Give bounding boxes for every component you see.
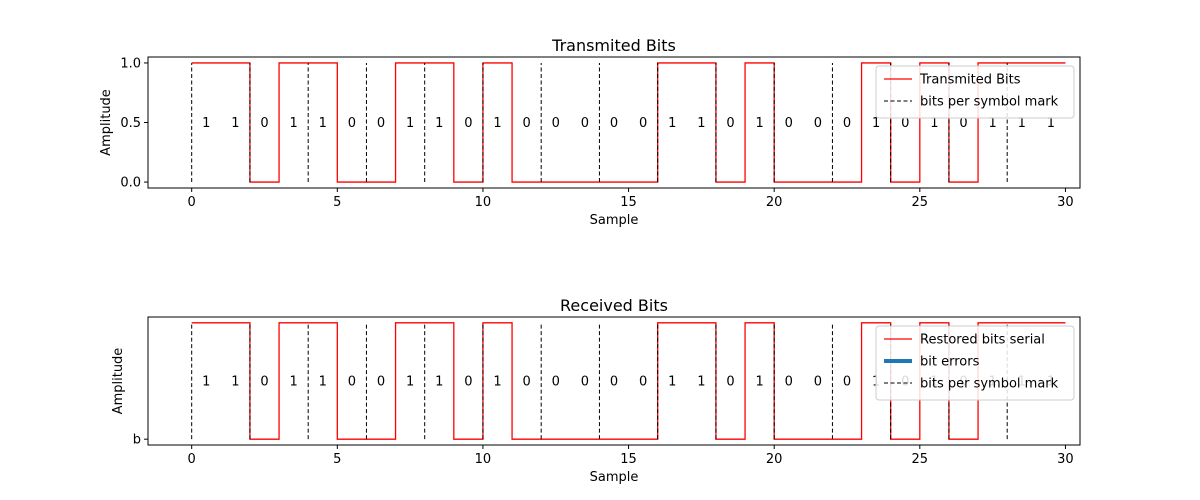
bit-label: 0 [260,116,268,131]
bit-label: 1 [406,375,414,390]
bit-label: 1 [493,116,501,131]
bit-label: 0 [581,375,589,390]
bit-label: 1 [406,116,414,131]
bit-label: 0 [552,375,560,390]
bit-label: 0 [814,116,822,131]
bit-label: 0 [639,375,647,390]
bit-label: 0 [260,375,268,390]
x-tick-label: 25 [912,195,929,210]
legend: Transmited Bits bits per symbol mark [875,65,1075,119]
bit-label: 1 [231,116,239,131]
bit-label: 1 [1047,116,1055,131]
bit-label: 0 [348,116,356,131]
bit-label: 1 [202,116,210,131]
x-tick-label: 20 [766,452,783,467]
bit-label: 1 [231,375,239,390]
legend-label: Transmited Bits [919,73,1021,88]
legend-label: bit errors [920,355,980,370]
bit-label: 1 [988,116,996,131]
bit-label: 1 [319,375,327,390]
bit-label: 0 [726,116,734,131]
bit-label: 1 [872,116,880,131]
bit-label: 0 [814,375,822,390]
y-tick-label: b [133,433,141,448]
bit-label: 1 [289,375,297,390]
x-tick-label: 5 [333,195,341,210]
x-tick-label: 20 [766,195,783,210]
bit-label: 1 [319,116,327,131]
bit-label: 0 [639,116,647,131]
bit-label: 0 [522,375,530,390]
bit-label: 0 [464,375,472,390]
legend-box [875,325,1075,401]
y-axis-label: Amplitude [99,89,114,156]
y-axis-label: Amplitude [111,348,126,415]
y-tick-label: 1.0 [120,56,141,71]
bit-label: 0 [522,116,530,131]
x-tick-label: 0 [188,452,196,467]
bit-label: 0 [552,116,560,131]
x-tick-label: 25 [912,452,929,467]
x-axis-label: Sample [590,470,639,485]
bit-label: 1 [202,375,210,390]
bit-label: 1 [668,375,676,390]
legend-label: Restored bits serial [920,333,1045,348]
bit-label: 0 [348,375,356,390]
x-axis-label: Sample [590,213,639,228]
bit-label: 0 [959,116,967,131]
axes-frame [147,316,1081,446]
received-bits-plot: 1101100110100000110100010101110510152025… [111,296,1081,485]
x-tick-label: 15 [620,195,637,210]
bit-label: 1 [668,116,676,131]
bit-label: 1 [435,116,443,131]
bit-label: 1 [755,116,763,131]
chart-title: Transmited Bits [551,36,676,55]
bit-label: 0 [843,116,851,131]
x-tick-label: 30 [1057,452,1074,467]
x-tick-label: 5 [333,452,341,467]
bit-label: 0 [785,116,793,131]
bit-label: 0 [464,116,472,131]
bit-label: 1 [493,375,501,390]
bit-label: 0 [726,375,734,390]
y-tick-label: 0.0 [120,176,141,191]
transmitted-bits-plot: 1 1 0 1 1 0 0 1 1 0 1 0 0 0 0 0 1 1 0 1 0 0 0 1 0 1 0 1 1 10 5 10 15 20 25… [99,36,1081,228]
bit-label: 1 [697,375,705,390]
bit-label: 0 [843,375,851,390]
bit-label: 1 [697,116,705,131]
x-tick-label: 10 [475,452,492,467]
bit-label: 1 [289,116,297,131]
legend-label: bits per symbol mark [920,377,1059,392]
bit-label: 0 [581,116,589,131]
x-tick-label: 30 [1057,195,1074,210]
bit-label: 0 [610,116,618,131]
x-tick-label: 15 [620,452,637,467]
chart-title: Received Bits [560,296,668,315]
legend: Restored bits serial bit errors bits per s… [875,325,1075,401]
bit-label: 1 [1018,116,1026,131]
bit-label: 0 [610,375,618,390]
bit-label: 1 [755,375,763,390]
legend-box [875,65,1075,119]
x-tick-label: 0 [188,195,196,210]
y-tick-label: 0.5 [120,116,141,131]
bit-label: 0 [785,375,793,390]
bit-label: 0 [377,116,385,131]
x-tick-label: 10 [475,195,492,210]
bit-label: 1 [435,375,443,390]
bit-label: 1 [930,116,938,131]
legend-label: bits per symbol mark [920,95,1059,110]
bit-label: 0 [377,375,385,390]
bit-label: 0 [901,116,909,131]
